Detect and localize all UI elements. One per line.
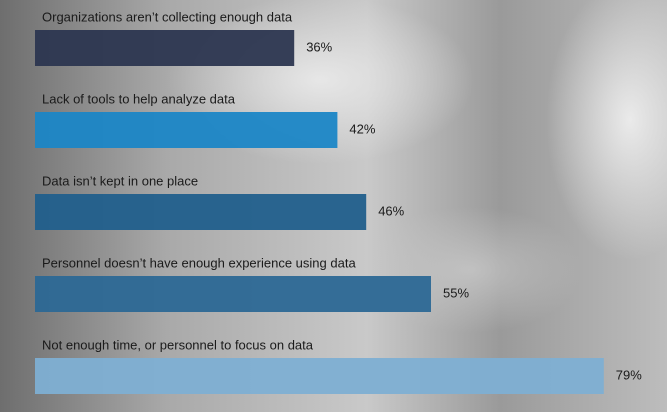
category-label: Personnel doesn’t have enough experience… (42, 255, 356, 270)
bar (35, 276, 431, 312)
bar (35, 194, 367, 230)
value-label: 79% (616, 367, 642, 382)
bar (35, 358, 604, 394)
value-label: 36% (306, 39, 332, 54)
category-label: Not enough time, or personnel to focus o… (42, 337, 314, 352)
bar (35, 30, 295, 66)
category-label: Lack of tools to help analyze data (42, 91, 236, 106)
category-label: Organizations aren’t collecting enough d… (42, 9, 293, 24)
value-label: 55% (443, 285, 469, 300)
bar (35, 112, 338, 148)
category-label: Data isn’t kept in one place (42, 173, 198, 188)
value-label: 42% (349, 121, 375, 136)
value-label: 46% (378, 203, 404, 218)
